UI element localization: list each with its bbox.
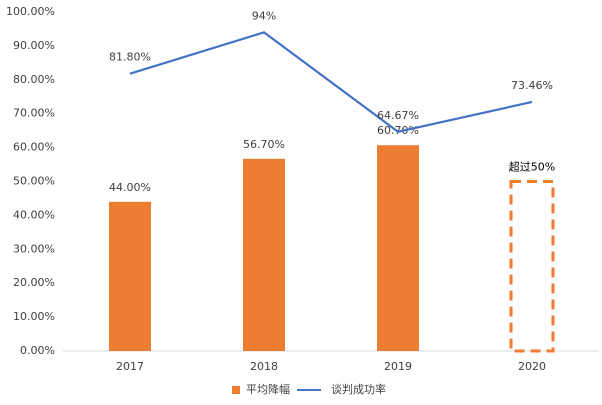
line-value-label: 81.80%	[109, 51, 151, 64]
y-tick-label: 80.00%	[13, 73, 55, 86]
y-tick-label: 0.00%	[20, 344, 55, 357]
bar-value-label: 44.00%	[109, 181, 151, 194]
y-tick-label: 10.00%	[13, 310, 55, 323]
line-value-label: 64.67%	[377, 109, 419, 122]
y-tick-label: 70.00%	[13, 107, 55, 120]
y-tick-label: 100.00%	[6, 5, 55, 18]
bar	[243, 158, 285, 351]
bar	[109, 201, 151, 351]
bar-value-label: 56.70%	[243, 138, 285, 151]
legend-swatch	[232, 386, 240, 394]
y-tick-label: 20.00%	[13, 276, 55, 289]
line	[129, 31, 533, 133]
legend-label: 平均降幅	[246, 382, 290, 396]
y-tick-label: 60.00%	[13, 141, 55, 154]
y-tick-label: 40.00%	[13, 208, 55, 221]
line-value-label: 73.46%	[511, 79, 553, 92]
x-tick-label: 2017	[116, 360, 144, 373]
legend-label: 谈判成功率	[331, 382, 386, 396]
bar	[377, 145, 419, 351]
x-tick-label: 2019	[384, 360, 412, 373]
bar-value-label: 超过50%	[509, 160, 555, 174]
y-tick-label: 30.00%	[13, 242, 55, 255]
y-tick-label: 50.00%	[13, 175, 55, 188]
x-tick-label: 2020	[518, 360, 546, 373]
bar	[509, 180, 555, 353]
x-tick-label: 2018	[250, 360, 278, 373]
line-value-label: 94%	[252, 9, 276, 22]
y-tick-label: 90.00%	[13, 39, 55, 52]
